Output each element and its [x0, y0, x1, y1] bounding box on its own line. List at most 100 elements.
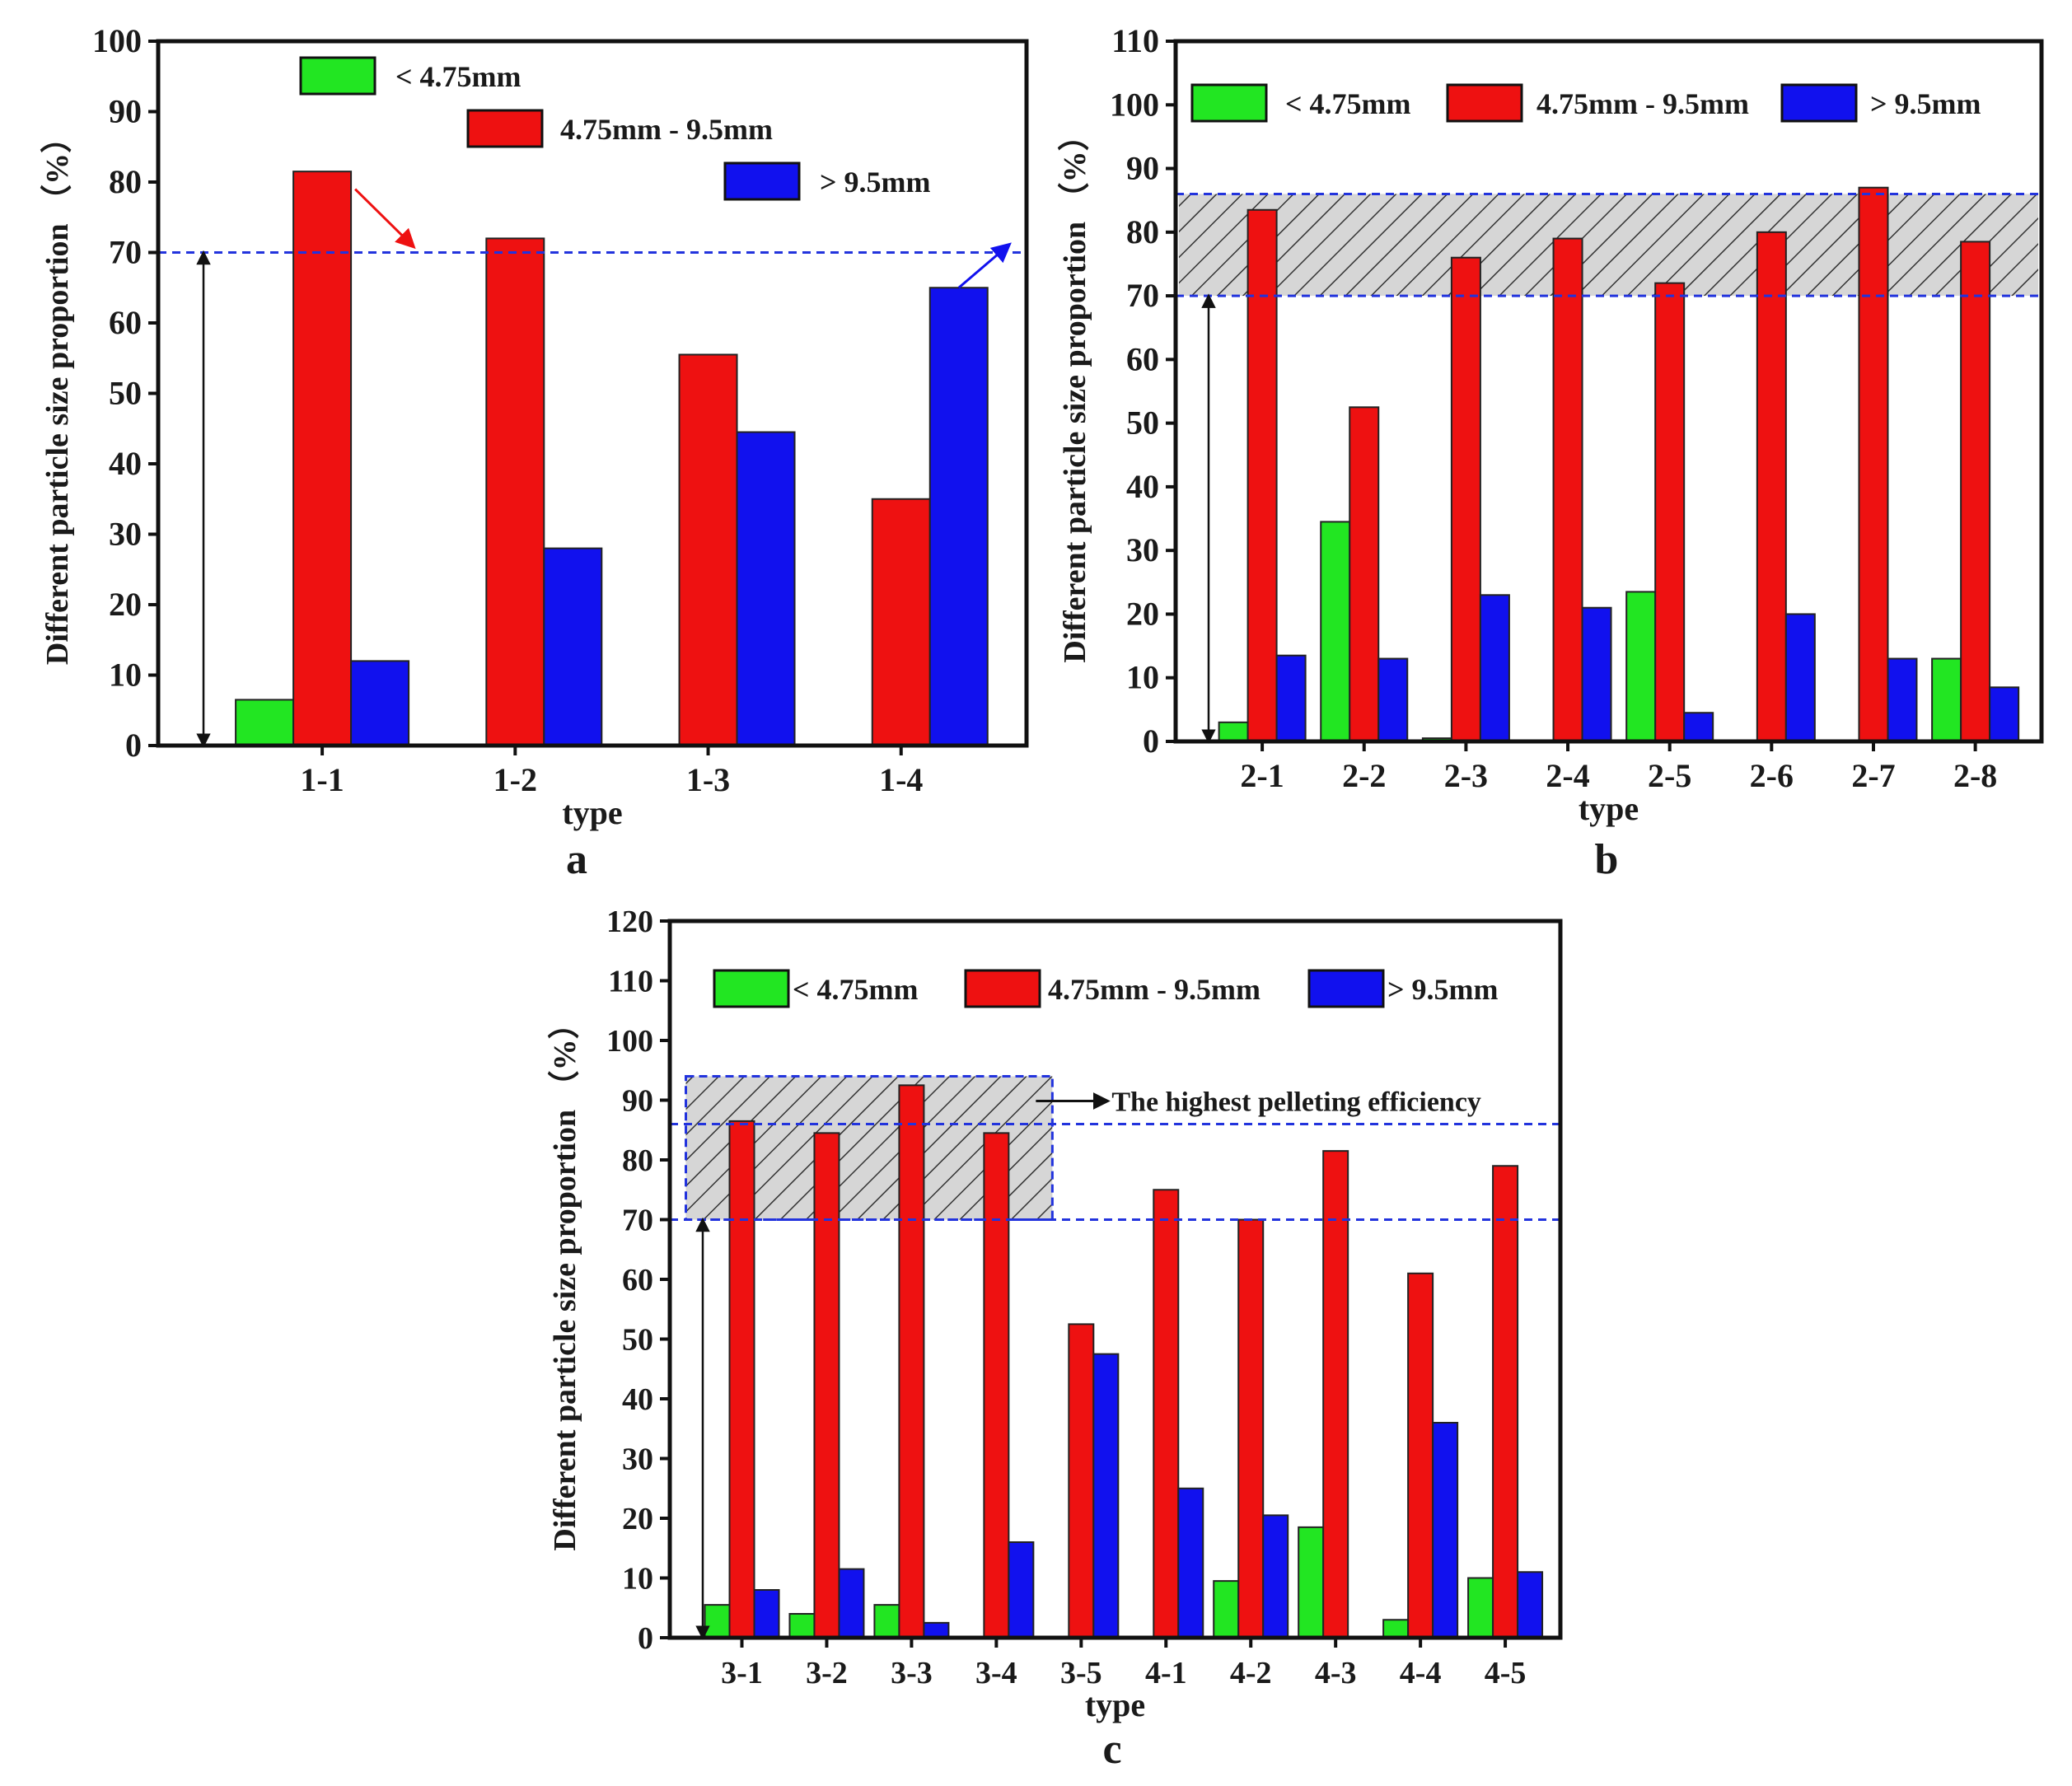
- bar-small-2-2: [1320, 521, 1351, 743]
- bar-large-3-1: [753, 1589, 780, 1639]
- bar-small-3-3: [873, 1604, 900, 1639]
- bar-large-1-1: [350, 660, 410, 747]
- y-tick-label: 0: [638, 1621, 653, 1656]
- legend-swatch-small: [713, 969, 790, 1008]
- y-tick-label: 60: [1126, 340, 1159, 377]
- x-tick-label: 2-1: [1240, 757, 1284, 794]
- x-tick-label: 3-5: [1060, 1656, 1102, 1690]
- bar-small-3-2: [788, 1613, 816, 1639]
- legend-label-small: < 4.75mm: [793, 973, 919, 1006]
- y-tick-label: 80: [622, 1143, 653, 1178]
- x-tick-label: 1-3: [686, 761, 730, 798]
- bar-medium-3-4: [983, 1132, 1010, 1639]
- y-tick-label: 120: [606, 905, 653, 939]
- y-tick-label: 10: [1126, 659, 1159, 696]
- y-axis-title: Different particle size proportion （%）: [548, 1008, 582, 1550]
- hatched-band: [1179, 194, 2038, 297]
- bar-large-3-3: [923, 1621, 950, 1639]
- bar-large-4-4: [1432, 1422, 1459, 1639]
- x-tick-label: 2-5: [1648, 757, 1691, 794]
- legend-label-large: > 9.5mm: [1387, 973, 1499, 1006]
- y-tick-label: 30: [1126, 531, 1159, 568]
- chart-panel-b: 0 10 20 30 40 50 60 70 80 90 100 110 2-1 2-2 2-3 2-4 2-5…: [1058, 22, 2044, 883]
- legend-label-large: > 9.5mm: [1870, 87, 1981, 120]
- legend-label-medium: 4.75mm - 9.5mm: [1536, 87, 1749, 120]
- bar-medium-4-2: [1237, 1218, 1265, 1639]
- bar-medium-2-3: [1450, 256, 1481, 742]
- legend-label-medium: 4.75mm - 9.5mm: [1048, 973, 1261, 1006]
- panel-label: c: [1102, 1726, 1121, 1773]
- y-tick-label: 80: [1126, 213, 1159, 250]
- legend-swatch-medium: [1446, 83, 1523, 123]
- y-tick-label: 100: [92, 22, 142, 59]
- x-axis-title: type: [1579, 790, 1639, 827]
- y-tick-label: 40: [1126, 468, 1159, 505]
- bar-small-4-4: [1382, 1619, 1410, 1639]
- bar-medium-2-1: [1246, 208, 1278, 743]
- x-tick-label: 3-3: [891, 1656, 933, 1690]
- bar-large-3-2: [838, 1568, 865, 1639]
- x-tick-label: 3-1: [721, 1656, 763, 1690]
- x-tick-label: 2-2: [1342, 757, 1386, 794]
- y-tick-label: 30: [622, 1442, 653, 1477]
- bar-small-2-8: [1931, 657, 1962, 743]
- bar-large-1-3: [736, 431, 796, 747]
- x-tick-label: 2-7: [1851, 757, 1895, 794]
- y-tick-label: 50: [622, 1323, 653, 1358]
- panel-label: b: [1595, 836, 1619, 883]
- y-tick-label: 0: [125, 727, 142, 764]
- y-tick-label: 90: [622, 1084, 653, 1119]
- bar-large-4-1: [1177, 1487, 1204, 1639]
- legend-swatch-small: [1190, 83, 1268, 123]
- bar-small-4-5: [1467, 1577, 1494, 1639]
- legend-swatch-small: [299, 56, 377, 96]
- y-tick-label: 70: [622, 1204, 653, 1238]
- y-tick-label: 60: [109, 304, 142, 341]
- bar-medium-2-2: [1349, 406, 1380, 742]
- bar-medium-4-5: [1492, 1165, 1519, 1639]
- y-tick-label: 10: [109, 657, 142, 694]
- y-tick-label: 0: [1143, 722, 1159, 760]
- bar-large-2-5: [1683, 712, 1714, 743]
- x-tick-label: 4-2: [1230, 1656, 1272, 1690]
- legend-swatch-large: [1780, 83, 1858, 123]
- y-tick-label: 50: [1126, 404, 1159, 442]
- legend-swatch-large: [723, 161, 801, 201]
- bar-medium-2-6: [1756, 231, 1787, 742]
- y-tick-label: 20: [1126, 595, 1159, 632]
- bar-medium-2-8: [1960, 241, 1991, 742]
- x-axis-title: type: [562, 794, 622, 831]
- pointer-arrow-red: [354, 188, 416, 250]
- bar-medium-2-7: [1858, 186, 1889, 742]
- bar-large-1-2: [543, 547, 603, 746]
- bar-small-4-2: [1213, 1580, 1240, 1639]
- y-tick-label: 10: [622, 1562, 653, 1597]
- x-tick-label: 4-4: [1400, 1656, 1442, 1690]
- x-tick-label: 2-8: [1953, 757, 1997, 794]
- bar-small-2-1: [1218, 721, 1249, 742]
- bar-medium-1-4: [871, 498, 931, 746]
- legend-label-small: < 4.75mm: [395, 60, 522, 93]
- y-tick-label: 100: [1110, 86, 1159, 123]
- bar-large-2-8: [1989, 686, 2020, 742]
- bar-large-2-7: [1887, 657, 1918, 743]
- y-axis-title: Different particle size proportion （%）: [1058, 119, 1092, 662]
- bar-medium-4-4: [1407, 1272, 1434, 1639]
- y-tick-label: 100: [606, 1024, 653, 1059]
- annotation-text: The highest pelleting efficiency: [1111, 1087, 1481, 1118]
- bar-medium-1-2: [485, 237, 545, 746]
- pointer-arrow-blue: [957, 242, 1012, 289]
- bar-large-2-1: [1275, 654, 1307, 743]
- y-tick-label: 30: [109, 516, 142, 553]
- bar-medium-1-3: [678, 353, 738, 746]
- chart-panel-a: 0 10 20 30 40 50 60 70 80 90 100 1-1 1-2 1-3 1-4 type Di…: [40, 22, 1029, 883]
- bar-large-4-5: [1517, 1571, 1544, 1639]
- legend-swatch-medium: [466, 109, 544, 148]
- bar-large-3-5: [1092, 1353, 1120, 1639]
- bar-medium-2-5: [1654, 282, 1686, 742]
- x-tick-label: 1-2: [493, 761, 537, 798]
- x-tick-label: 3-2: [806, 1656, 848, 1690]
- y-tick-label: 40: [622, 1382, 653, 1417]
- x-tick-label: 2-4: [1546, 757, 1589, 794]
- y-tick-label: 40: [109, 445, 142, 482]
